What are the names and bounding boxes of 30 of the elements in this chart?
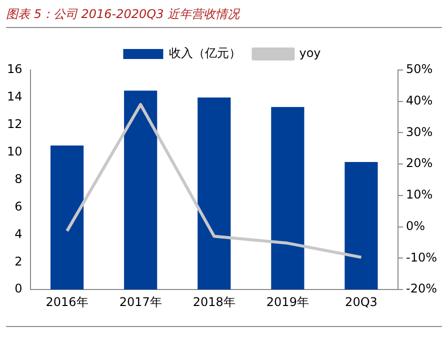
- chart-title: 图表 5：公司 2016-2020Q3 近年营收情况: [6, 6, 442, 28]
- y2-tick-label: 50%: [406, 62, 433, 76]
- x-tick-label: 2018年: [192, 294, 236, 309]
- bar: [198, 97, 231, 290]
- y-tick-label: 14: [6, 90, 22, 104]
- y-tick-label: 16: [6, 62, 22, 76]
- bar: [344, 162, 378, 290]
- legend-label: yoy: [299, 46, 321, 60]
- y-tick-label: 4: [14, 226, 22, 241]
- y2-tick-label: 10%: [406, 188, 433, 202]
- x-tick-label: 2016年: [46, 294, 88, 309]
- x-tick-label: 20Q3: [345, 294, 378, 309]
- y-tick-label: 6: [14, 199, 22, 214]
- y-tick-label: 0: [14, 282, 22, 296]
- y2-tick-label: 40%: [406, 93, 433, 108]
- x-tick-label: 2017年: [119, 294, 162, 309]
- bar: [50, 145, 84, 290]
- legend-label: 收入（亿元）: [169, 46, 242, 60]
- bar: [271, 107, 304, 290]
- y2-tick-label: -10%: [406, 250, 438, 264]
- bar: [124, 90, 158, 290]
- y2-tick-label: -20%: [406, 282, 438, 296]
- y-tick-label: 10: [6, 144, 22, 158]
- y-tick-label: 12: [6, 117, 22, 132]
- x-tick-label: 2019年: [266, 294, 309, 309]
- y2-tick-label: 0%: [406, 218, 426, 233]
- y-tick-label: 8: [14, 172, 22, 186]
- y2-tick-label: 30%: [406, 124, 433, 139]
- y-tick-label: 2: [14, 254, 22, 268]
- y2-tick-label: 20%: [406, 156, 433, 170]
